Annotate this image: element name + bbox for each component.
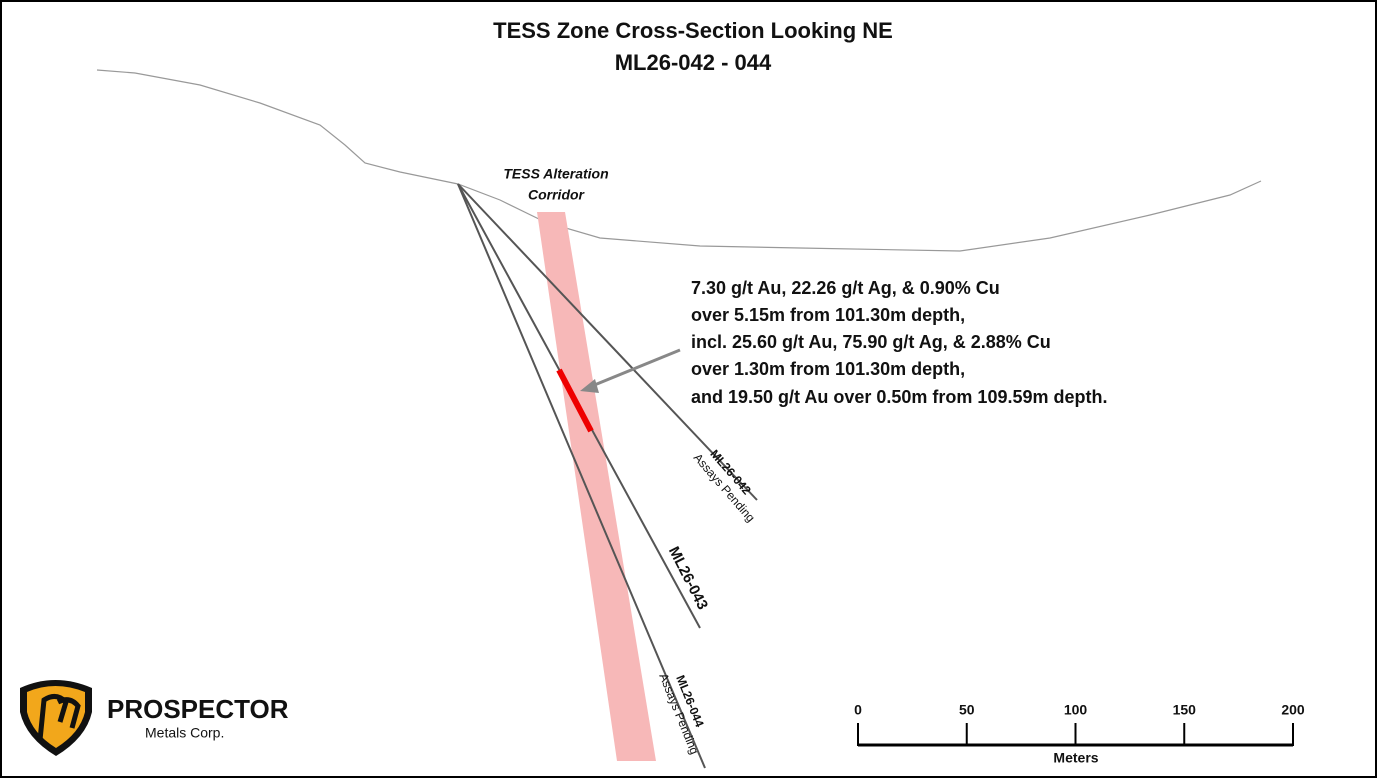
logo-subtitle: Metals Corp.: [145, 725, 224, 741]
scale-label: Meters: [1053, 750, 1098, 766]
scale-tick-label: 150: [1173, 702, 1197, 718]
subtitle: ML26-042 - 044: [615, 50, 772, 75]
topography: [96, 69, 1262, 252]
annotation-line: and 19.50 g/t Au over 0.50m from 109.59m…: [691, 387, 1107, 407]
drill-hole: [457, 183, 758, 501]
alteration-corridor: [537, 212, 656, 761]
annotation-line: 7.30 g/t Au, 22.26 g/t Ag, & 0.90% Cu: [691, 278, 1000, 298]
annotation-line: incl. 25.60 g/t Au, 75.90 g/t Ag, & 2.88…: [691, 332, 1051, 352]
scale-tick-label: 200: [1281, 702, 1305, 718]
corridor-label: Corridor: [528, 187, 586, 203]
annotation-line: over 1.30m from 101.30m depth,: [691, 359, 965, 379]
scale-bar: Meters 0 50 100 150 200: [854, 702, 1305, 766]
title: TESS Zone Cross-Section Looking NE: [493, 18, 893, 43]
logo-mark: [37, 694, 81, 741]
corridor-label: TESS Alteration: [503, 166, 608, 182]
logo: PROSPECTOR Metals Corp.: [20, 680, 289, 756]
logo-name: PROSPECTOR: [107, 694, 289, 724]
scale-tick-label: 100: [1064, 702, 1088, 718]
scale-tick-label: 50: [959, 702, 975, 718]
annotation-line: over 5.15m from 101.30m depth,: [691, 305, 965, 325]
mineralized-interval: [556, 368, 594, 433]
drill-hole: [457, 183, 706, 769]
scale-tick-label: 0: [854, 702, 862, 718]
arrow-shaft: [591, 348, 681, 388]
arrow-head: [580, 379, 599, 393]
assay-annotation: 7.30 g/t Au, 22.26 g/t Ag, & 0.90% Cu ov…: [691, 278, 1107, 407]
